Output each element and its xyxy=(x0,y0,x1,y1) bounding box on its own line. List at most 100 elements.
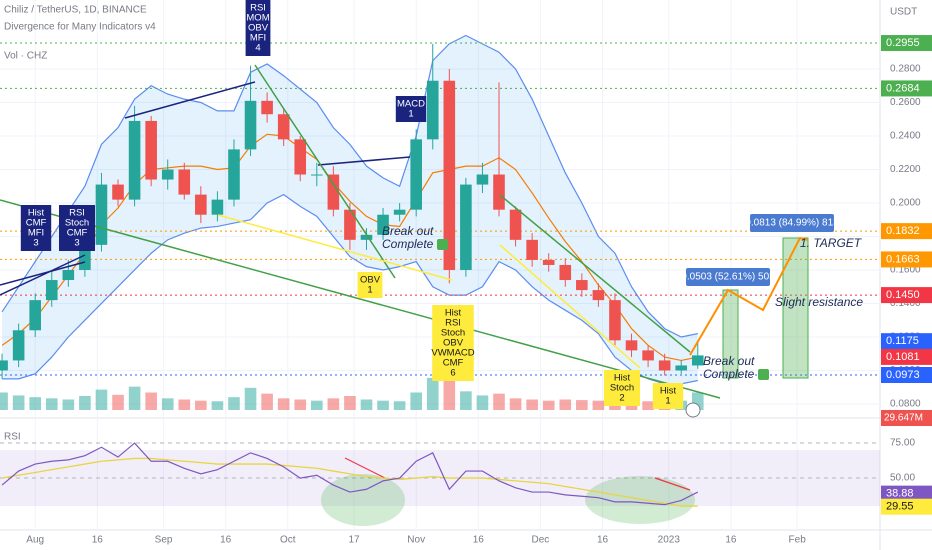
volume-bar xyxy=(542,400,555,410)
trend-line xyxy=(0,254,86,296)
candle-body xyxy=(145,120,157,180)
candle-body xyxy=(476,174,489,185)
note-text: Complete xyxy=(703,367,755,381)
volume-bar xyxy=(509,398,522,410)
x-tick-label: Oct xyxy=(280,535,296,546)
measure-label: 0.0503 (52.61%) 503 xyxy=(681,272,775,283)
signal-text: OBV xyxy=(443,338,464,349)
level-label-bg xyxy=(881,287,932,304)
check-box xyxy=(758,369,769,380)
candle-body xyxy=(195,194,207,215)
level-label: 0.0973 xyxy=(886,369,920,381)
signal-text: CMF xyxy=(67,228,88,239)
rsi-tick-label: 50.00 xyxy=(890,473,915,484)
signal-text: Stoch xyxy=(441,328,465,339)
rsi-line xyxy=(1,442,699,506)
candle-body xyxy=(609,300,621,341)
trend-line xyxy=(254,64,396,279)
candle-body xyxy=(625,340,638,351)
candle-body xyxy=(12,330,25,361)
candle-body xyxy=(658,360,671,371)
measure-label: 0.0813 (84.99%) 813 xyxy=(745,218,839,229)
trend-line xyxy=(499,194,691,353)
signal-text: Hist xyxy=(614,373,631,384)
candle-body xyxy=(642,350,654,361)
signal-box xyxy=(245,0,271,56)
volume-bar xyxy=(145,392,157,410)
x-tick-label: Aug xyxy=(26,535,44,546)
signal-box xyxy=(395,96,427,122)
volume-bar xyxy=(377,400,389,410)
candle-body xyxy=(112,184,124,200)
rsi-tick-label: 75.00 xyxy=(890,438,915,449)
candle-body xyxy=(542,259,555,265)
drawings xyxy=(0,64,809,526)
signal-text: OBV xyxy=(248,23,269,34)
candle-body xyxy=(592,290,605,301)
y-tick-label: 0.2800 xyxy=(890,64,921,75)
signal-text: MOM xyxy=(246,13,269,24)
candle-body xyxy=(360,234,373,240)
candle-body xyxy=(327,174,340,210)
note-text: 1. TARGET xyxy=(800,236,863,250)
check-box xyxy=(437,239,448,250)
signal-text: 3 xyxy=(74,238,79,249)
signal-text: 4 xyxy=(255,43,260,54)
volume-bar xyxy=(261,393,273,410)
note-text: Complete xyxy=(382,237,434,251)
volume-bar xyxy=(443,375,456,410)
y-tick-label: 0.1600 xyxy=(890,265,921,276)
level-label: 0.1450 xyxy=(886,289,920,301)
alert-icon[interactable] xyxy=(685,402,701,418)
candle-body xyxy=(493,174,505,210)
volume-label-bg xyxy=(881,410,932,426)
note-text: Break out xyxy=(703,354,755,368)
candle-body xyxy=(443,80,456,270)
volume-bar xyxy=(642,401,654,410)
trend-line xyxy=(317,156,411,166)
signal-text: 1 xyxy=(665,396,670,407)
level-label: 0.2955 xyxy=(886,37,920,49)
level-label-bg xyxy=(881,333,932,350)
volume-bar xyxy=(294,399,307,410)
volume-bar xyxy=(476,395,489,410)
volume-bar xyxy=(460,391,472,410)
signal-box xyxy=(357,272,383,298)
candle-body xyxy=(426,80,439,140)
level-label-bg xyxy=(881,223,932,240)
volume-bar xyxy=(211,401,224,410)
volume-bar xyxy=(410,392,422,410)
signal-text: Stoch xyxy=(610,383,634,394)
volume-bar xyxy=(178,399,191,410)
signal-box xyxy=(652,383,684,409)
candle-body xyxy=(79,244,91,270)
volume-bar xyxy=(576,400,588,410)
x-tick-label: Feb xyxy=(789,535,807,546)
volume-bar xyxy=(128,386,141,410)
volume-bar xyxy=(426,377,439,410)
volume-bar xyxy=(29,397,41,410)
rsi-ma-line xyxy=(1,457,698,507)
level-label: 0.1832 xyxy=(886,225,920,237)
signal-text: Hist xyxy=(445,308,462,319)
y-tick-label: 0.1400 xyxy=(890,298,921,309)
band-line xyxy=(1,34,698,338)
volume-bar xyxy=(493,393,505,410)
signal-text: CMF xyxy=(26,218,47,229)
divergence-arrow xyxy=(654,477,691,491)
candle-body xyxy=(311,174,323,176)
candle-body xyxy=(344,209,356,240)
candle-body xyxy=(410,139,422,210)
candle-body xyxy=(691,355,704,366)
signal-text: 1 xyxy=(408,109,413,120)
measure-box xyxy=(722,289,739,379)
measure-label-bg xyxy=(686,268,770,286)
candle-body xyxy=(576,280,588,291)
signal-box xyxy=(604,370,640,406)
volume-bar xyxy=(161,398,174,410)
level-label: 0.1175 xyxy=(886,335,919,347)
volume-bar xyxy=(360,399,373,410)
volume-label: 29.647M xyxy=(884,413,923,424)
volume-bar xyxy=(559,399,572,410)
